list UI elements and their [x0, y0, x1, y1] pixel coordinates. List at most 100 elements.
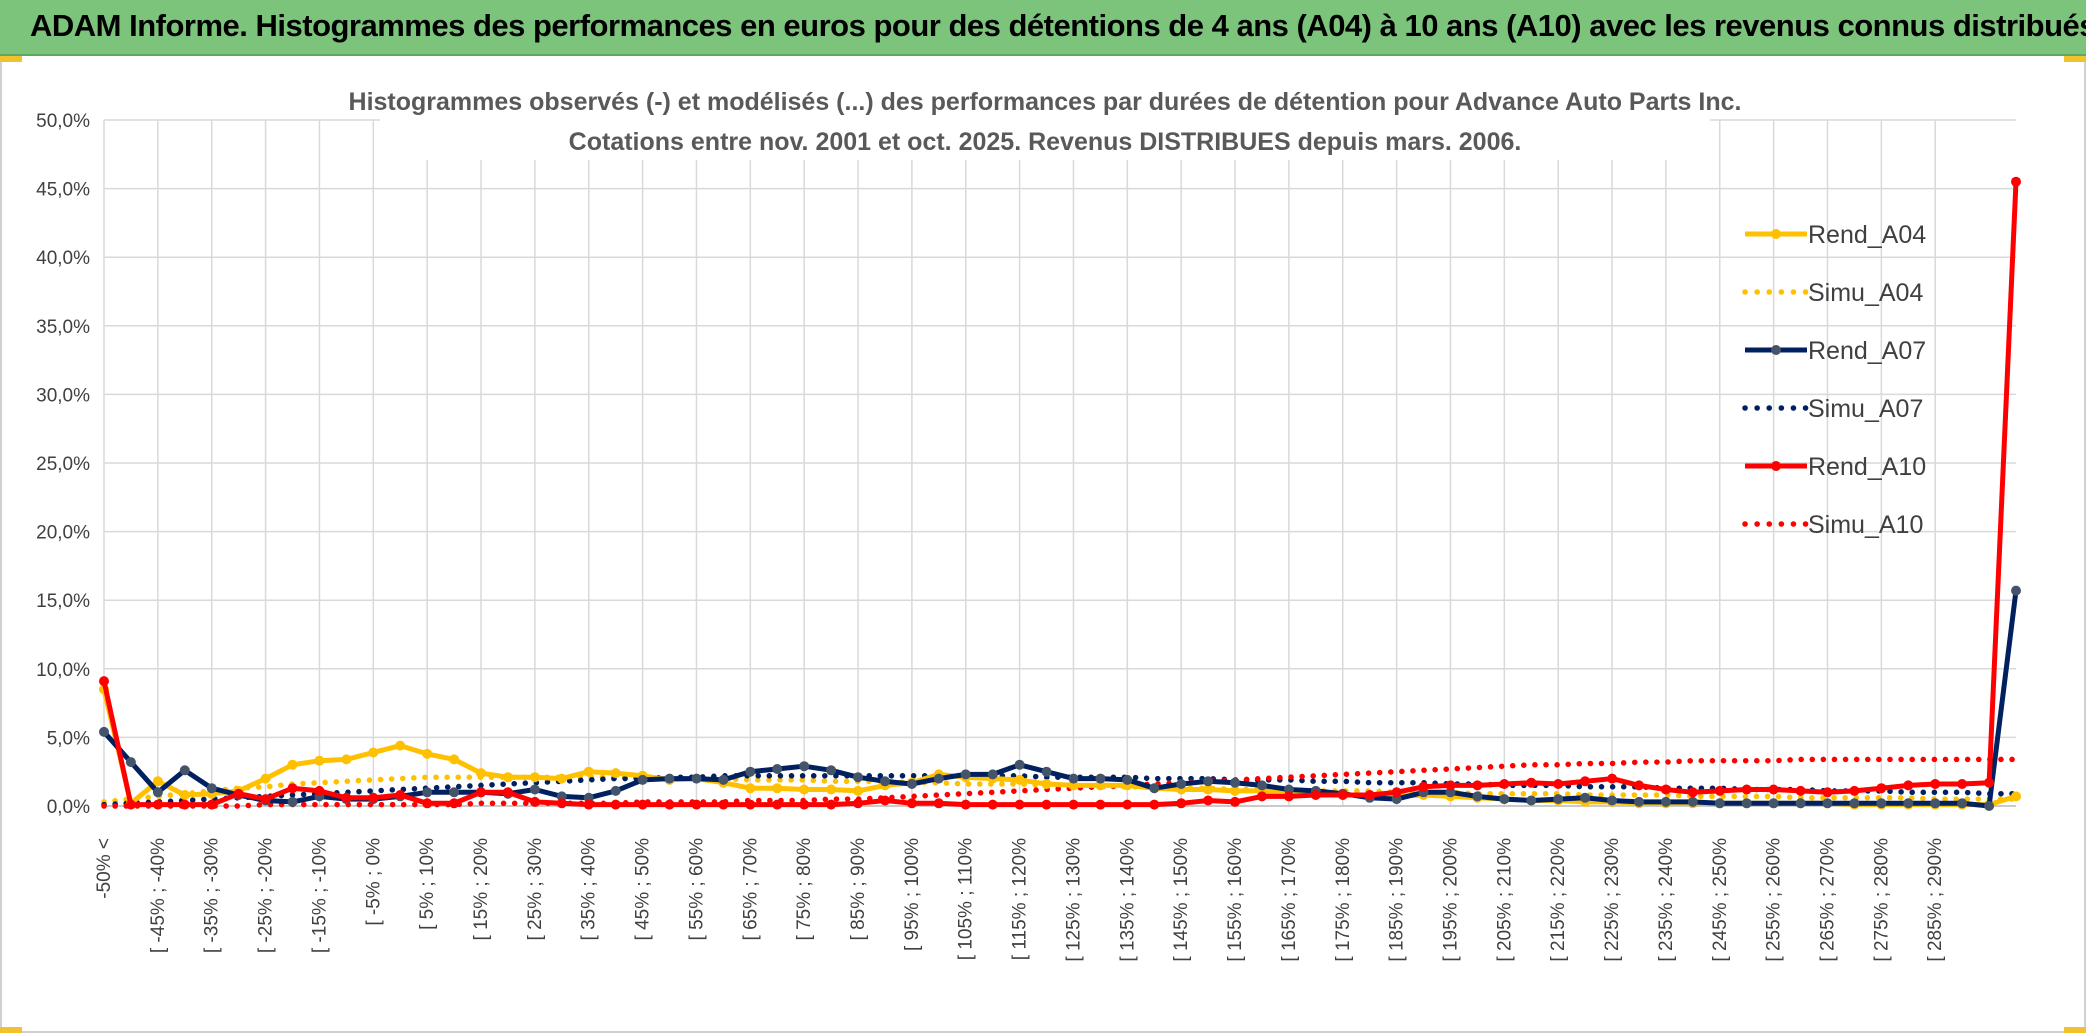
series-point-rend-a10	[529, 796, 540, 807]
x-tick-label: [ 135% ; 140%	[1117, 838, 1138, 962]
x-tick-label: [ 55% ; 60%	[686, 838, 707, 941]
series-point-rend-a10	[1849, 785, 1860, 796]
series-point-rend-a07	[853, 772, 863, 783]
series-point-rend-a07	[1795, 798, 1806, 809]
series-point-rend-a04	[476, 768, 486, 779]
series-point-rend-a04	[556, 773, 567, 784]
series-point-rend-a07	[826, 765, 837, 776]
chart-title-line1: Histogrammes observés (-) et modélisés (…	[349, 88, 1742, 116]
series-point-rend-a07	[718, 774, 729, 785]
series-point-rend-a07	[1283, 784, 1294, 795]
series-point-rend-a10	[125, 799, 136, 810]
series-point-rend-a04	[179, 790, 190, 800]
series-point-rend-a10	[1337, 790, 1348, 800]
series-point-rend-a07	[1634, 796, 1644, 807]
series-point-rend-a07	[1687, 796, 1698, 807]
x-tick-label: [ 15% ; 20%	[471, 838, 492, 941]
series-point-rend-a10	[772, 799, 783, 810]
series-point-rend-a07	[691, 773, 702, 784]
x-tick-label: [ 245% ; 250%	[1710, 838, 1731, 962]
series-line-rend-a07	[102, 590, 2019, 809]
y-tick-label: 45,0%	[36, 180, 90, 201]
series-point-rend-a04	[1230, 785, 1240, 796]
series-point-rend-a07	[206, 783, 217, 794]
series-point-rend-a10	[718, 799, 729, 810]
series-point-rend-a07	[1445, 787, 1456, 798]
series-point-rend-a10	[1553, 779, 1564, 789]
series-point-rend-a04	[1014, 774, 1025, 785]
series-point-rend-a10	[1310, 790, 1321, 800]
series-point-rend-a10	[233, 788, 244, 799]
series-point-rend-a07	[1257, 780, 1267, 791]
series-point-rend-a07	[179, 765, 190, 776]
x-tick-label: [ 215% ; 220%	[1548, 838, 1569, 962]
x-tick-label: [ 115% ; 120%	[1010, 838, 1031, 960]
x-tick-label: [ 205% ; 210%	[1494, 838, 1515, 962]
series-point-rend-a07	[287, 796, 298, 807]
series-point-rend-a07	[422, 787, 433, 798]
x-tick-label: [ -45% ; -40%	[148, 838, 169, 953]
series-point-rend-a07	[1903, 798, 1914, 809]
series-point-rend-a10	[502, 787, 513, 798]
x-tick-label: [ 95% ; 100%	[902, 838, 923, 951]
series-point-rend-a10	[1822, 787, 1833, 798]
series-point-rend-a07	[1580, 792, 1591, 803]
x-tick-label: [ 195% ; 200%	[1440, 838, 1461, 962]
x-tick-label: [ 25% ; 30%	[525, 838, 546, 941]
x-tick-label: [ -5% ; 0%	[363, 838, 384, 926]
series-point-rend-a04	[395, 740, 406, 751]
series-point-rend-a10	[1876, 783, 1887, 794]
x-tick-label: [ 145% ; 150%	[1171, 838, 1192, 962]
series-point-rend-a07	[556, 791, 567, 802]
series-point-rend-a07	[1230, 777, 1240, 788]
series-point-rend-a10	[933, 798, 944, 809]
series-point-rend-a04	[287, 759, 298, 770]
series-layer	[99, 176, 2021, 811]
series-point-rend-a10	[368, 792, 379, 803]
series-point-rend-a10	[1364, 790, 1375, 800]
series-point-rend-a07	[1499, 794, 1510, 805]
title-banner: ADAM Informe. Histogrammes des performan…	[0, 0, 2086, 56]
series-point-rend-a04	[341, 754, 352, 765]
series-point-rend-a10	[1149, 799, 1160, 810]
y-tick-label: 15,0%	[36, 591, 90, 612]
series-point-rend-a07	[906, 779, 917, 789]
series-point-rend-a07	[1472, 791, 1483, 802]
series-point-rend-a10	[1499, 779, 1510, 789]
x-tick-label: [ 175% ; 180%	[1333, 838, 1354, 962]
axis-layer: 0,0% 5,0% 10,0% 15,0% 20,0% 25,0% 30,0% 35,0% 40…	[36, 111, 2016, 962]
series-point-rend-a07	[960, 769, 971, 780]
series-point-rend-a04	[529, 772, 540, 783]
series-point-rend-a10	[1014, 799, 1025, 810]
y-tick-label: 35,0%	[36, 317, 90, 338]
legend-label-simu-a10: Simu_A10	[1808, 511, 1923, 539]
x-tick-label: [ 85% ; 90%	[848, 838, 869, 941]
series-point-rend-a04	[1203, 784, 1214, 795]
series-point-rend-a07	[987, 769, 998, 780]
y-tick-label: 5,0%	[47, 728, 90, 749]
chart-title-line2: Cotations entre nov. 2001 et oct. 2025. …	[569, 128, 1522, 156]
series-point-rend-a10	[1418, 781, 1429, 792]
x-tick-label: [ 255% ; 260%	[1764, 838, 1785, 962]
series-point-rend-a10	[1526, 777, 1537, 788]
x-tick-label: [ 265% ; 270%	[1817, 838, 1838, 962]
series-point-rend-a07	[745, 766, 756, 777]
series-point-rend-a10	[1283, 791, 1294, 802]
series-point-rend-a07	[1822, 798, 1833, 809]
x-tick-label: -50% <	[94, 838, 115, 899]
page-title: ADAM Informe. Histogrammes des performan…	[30, 8, 2086, 43]
series-point-rend-a10	[395, 790, 406, 800]
series-point-rend-a10	[610, 799, 621, 810]
corner-accent-left	[0, 56, 22, 62]
legend-label-rend-a07: Rend_A07	[1808, 337, 1926, 365]
series-point-rend-a10	[1472, 780, 1483, 791]
series-point-rend-a07	[1095, 773, 1106, 784]
y-tick-label: 30,0%	[36, 385, 90, 406]
series-point-rend-a10	[1445, 780, 1456, 791]
series-point-rend-a10	[1203, 795, 1214, 806]
x-tick-label: [ -15% ; -10%	[309, 838, 330, 953]
series-point-rend-a10	[1687, 787, 1698, 798]
series-point-rend-a04	[422, 748, 433, 759]
series-point-rend-a07	[1607, 795, 1618, 806]
